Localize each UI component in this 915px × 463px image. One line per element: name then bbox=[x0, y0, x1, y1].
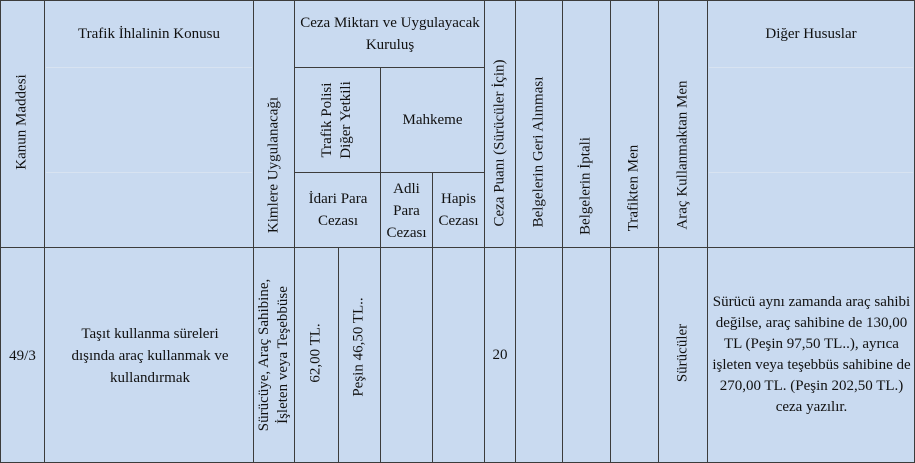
row-kimlere-line1: Sürücüye, Araç Sahibine, bbox=[256, 278, 272, 432]
header-cell-trafik-polisi bbox=[294, 67, 381, 173]
header-cell-trafikten-men bbox=[610, 0, 659, 248]
row-cell-diger-hususlar bbox=[707, 247, 915, 463]
header-cell-kanun-maddesi bbox=[0, 0, 45, 248]
header-cell-adli-para bbox=[380, 172, 433, 248]
row-ceza-puani: 20 bbox=[492, 347, 508, 363]
header-idari-para-cezasi: İdari Para Cezası bbox=[308, 191, 368, 229]
header-cell-ceza-puani bbox=[484, 0, 516, 248]
row-kanun-maddesi: 49/3 bbox=[9, 348, 36, 364]
header-sublines bbox=[46, 172, 252, 173]
header-cell-mahkeme bbox=[380, 67, 485, 173]
row-ihlal-konusu: Taşıt kullanma süreleri dışında araç kul… bbox=[71, 326, 229, 386]
header-cell-trafik-ihlali bbox=[44, 0, 254, 248]
header-arac-kullanmaktan-men: Araç Kullanmaktan Men bbox=[674, 80, 691, 230]
header-cell-iptal bbox=[562, 0, 611, 248]
row-cell-idari-tutar bbox=[294, 247, 339, 463]
header-cell-hapis bbox=[432, 172, 485, 248]
header-cell-idari-para bbox=[294, 172, 381, 248]
row-cell-konu bbox=[44, 247, 254, 463]
row-cell-pesin bbox=[338, 247, 381, 463]
header-mahkeme: Mahkeme bbox=[402, 112, 463, 128]
header-cell-diger-hususlar bbox=[707, 0, 915, 248]
header-ceza-puani: Ceza Puanı (Sürücüler İçin) bbox=[491, 59, 508, 227]
row-cell-geri-alinma bbox=[515, 247, 563, 463]
row-cell-madde bbox=[0, 247, 45, 463]
row-diger-hususlar: Sürücü aynı zamanda araç sahibi değilse,… bbox=[712, 294, 911, 415]
row-arac-kullanmaktan-men: Sürücüler bbox=[674, 323, 691, 383]
header-belgelerin-geri-alinmasi: Belgelerin Geri Alınması bbox=[530, 76, 547, 228]
header-trafik-ihlali: Trafik İhlalinin Konusu bbox=[78, 26, 220, 42]
header-trafik-polisi: Trafik Polisi Diğer Yetkili bbox=[319, 81, 354, 159]
row-pesin-tutari: Peşin 46,50 TL.. bbox=[350, 297, 367, 397]
header-hapis-cezasi: Hapis Cezası bbox=[438, 191, 479, 229]
header-sublines bbox=[46, 67, 252, 68]
row-idari-para-tutari: 62,00 TL. bbox=[307, 323, 324, 383]
header-ceza-miktari: Ceza Miktarı ve Uygulayacak Kuruluş bbox=[300, 15, 480, 53]
row-cell-trafikten-men bbox=[610, 247, 659, 463]
row-kimlere-uygulanacagi: Sürücüye, Araç Sahibine, İşleten veya Te… bbox=[255, 279, 293, 431]
header-sublines bbox=[709, 172, 913, 173]
row-cell-iptal bbox=[562, 247, 611, 463]
header-belgelerin-iptali: Belgelerin İptali bbox=[577, 137, 594, 235]
row-cell-ceza-puani bbox=[484, 247, 516, 463]
header-sublines bbox=[709, 67, 913, 68]
header-diger-hususlar: Diğer Hususlar bbox=[765, 26, 857, 42]
row-cell-adli-para bbox=[380, 247, 433, 463]
header-trafikten-men: Trafikten Men bbox=[625, 144, 642, 232]
row-kimlere-line2: İşleten veya Teşebbüse bbox=[275, 286, 291, 424]
header-kimlere-uygulanacagi: Kimlere Uygulanacağı bbox=[265, 96, 282, 234]
header-adli-para-cezasi: Adli Para Cezası bbox=[386, 181, 427, 241]
header-kanun-maddesi: Kanun Maddesi bbox=[13, 74, 30, 170]
row-cell-hapis bbox=[432, 247, 485, 463]
header-cell-ceza-miktari bbox=[294, 0, 485, 68]
